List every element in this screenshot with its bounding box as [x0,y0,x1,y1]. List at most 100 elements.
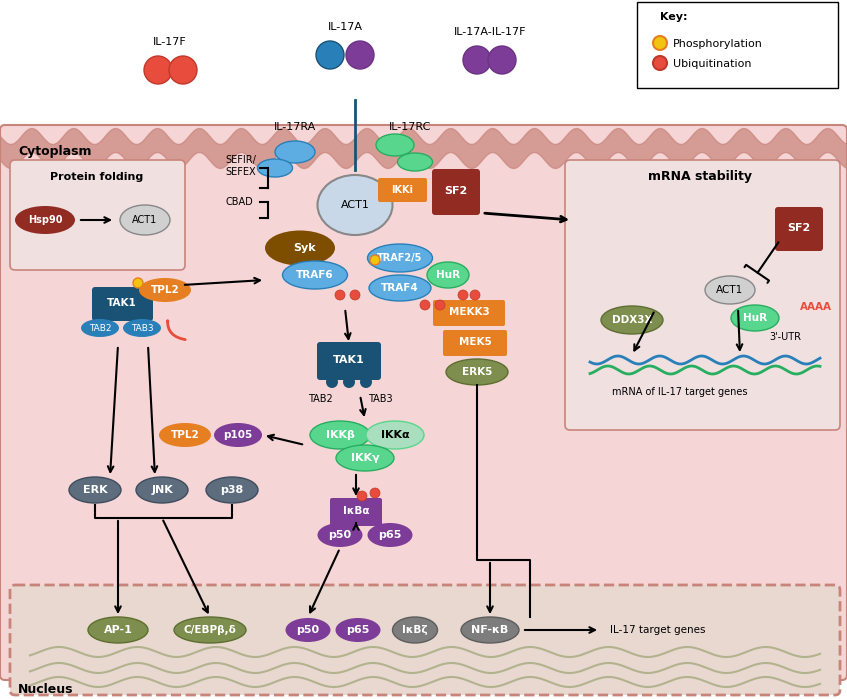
Ellipse shape [265,231,335,266]
Text: 3'-UTR: 3'-UTR [769,332,801,342]
FancyBboxPatch shape [92,287,153,321]
Text: IκBα: IκBα [343,506,369,516]
Ellipse shape [368,523,412,547]
Text: ERK: ERK [83,485,108,495]
Ellipse shape [335,618,380,642]
Text: Syk: Syk [294,243,316,253]
Text: Protein folding: Protein folding [50,172,144,182]
Ellipse shape [368,244,433,272]
Circle shape [420,300,430,310]
Circle shape [335,290,345,300]
Text: p65: p65 [379,530,401,540]
Text: Hsp90: Hsp90 [28,215,62,225]
Ellipse shape [214,423,262,447]
Ellipse shape [318,175,392,235]
Text: Ubiquitination: Ubiquitination [673,59,751,69]
Ellipse shape [461,617,519,643]
Text: Cytoplasm: Cytoplasm [18,145,91,158]
FancyBboxPatch shape [443,330,507,356]
FancyBboxPatch shape [432,169,480,215]
Ellipse shape [376,134,414,156]
Ellipse shape [120,205,170,235]
FancyArrowPatch shape [168,321,185,340]
Text: ACT1: ACT1 [717,285,744,295]
Text: p50: p50 [329,530,352,540]
Ellipse shape [257,159,292,177]
Text: TPL2: TPL2 [170,430,199,440]
FancyBboxPatch shape [565,160,840,430]
Ellipse shape [159,423,211,447]
Text: TPL2: TPL2 [151,285,180,295]
Ellipse shape [139,278,191,302]
Ellipse shape [601,306,663,334]
Circle shape [144,56,172,84]
Text: IL-17F: IL-17F [153,37,187,47]
Ellipse shape [123,319,161,337]
Circle shape [463,46,491,74]
Circle shape [370,488,380,498]
Text: ACT1: ACT1 [340,200,369,210]
Text: MEKK3: MEKK3 [449,307,490,317]
Ellipse shape [446,359,508,385]
Circle shape [350,290,360,300]
Text: MEK5: MEK5 [458,337,491,347]
FancyBboxPatch shape [330,498,382,526]
Ellipse shape [336,445,394,471]
Text: Nucleus: Nucleus [18,683,74,696]
Circle shape [326,376,338,388]
Text: Phosphorylation: Phosphorylation [673,39,763,49]
FancyBboxPatch shape [10,585,840,695]
Ellipse shape [366,421,424,449]
FancyBboxPatch shape [775,207,823,251]
Ellipse shape [206,477,258,503]
Circle shape [360,376,372,388]
Ellipse shape [427,262,469,288]
Text: p50: p50 [296,625,319,635]
Text: IKKγ: IKKγ [351,453,379,463]
Text: SEFIR/
SEFEX: SEFIR/ SEFEX [225,155,256,177]
Text: IL-17RA: IL-17RA [274,122,316,132]
Text: p65: p65 [346,625,369,635]
Circle shape [343,376,355,388]
Text: ACT1: ACT1 [132,215,158,225]
Text: IKKα: IKKα [380,430,409,440]
Ellipse shape [369,275,431,301]
Text: TAK1: TAK1 [107,298,137,308]
Text: TRAF2/5: TRAF2/5 [377,253,423,263]
Text: IL-17 target genes: IL-17 target genes [610,625,706,635]
Text: CBAD: CBAD [225,197,252,207]
Text: DDX3X: DDX3X [612,315,652,325]
FancyBboxPatch shape [433,300,505,326]
Ellipse shape [275,141,315,163]
Circle shape [346,41,374,69]
Text: HuR: HuR [743,313,767,323]
Text: IL-17A: IL-17A [328,22,363,32]
Text: TAB2: TAB2 [89,324,111,333]
Text: AP-1: AP-1 [103,625,132,635]
Circle shape [357,491,367,501]
Text: TAB3: TAB3 [368,394,392,404]
Ellipse shape [310,421,370,449]
Text: IκBζ: IκBζ [402,625,428,635]
Text: ERK5: ERK5 [462,367,492,377]
Text: Key:: Key: [660,12,688,22]
Circle shape [458,290,468,300]
Text: mRNA of IL-17 target genes: mRNA of IL-17 target genes [612,387,748,397]
Circle shape [653,56,667,70]
Text: TAB3: TAB3 [130,324,153,333]
Text: p38: p38 [220,485,244,495]
Circle shape [316,41,344,69]
Text: JNK: JNK [151,485,173,495]
Text: IKKi: IKKi [391,185,413,195]
FancyBboxPatch shape [317,342,381,380]
Text: p105: p105 [224,430,252,440]
Text: SF2: SF2 [445,186,468,196]
Text: NF-κB: NF-κB [472,625,509,635]
Circle shape [133,278,143,288]
Text: mRNA stability: mRNA stability [648,170,752,183]
Ellipse shape [731,305,779,331]
Text: TAB2: TAB2 [307,394,332,404]
Ellipse shape [88,617,148,643]
Ellipse shape [283,261,347,289]
Ellipse shape [69,477,121,503]
